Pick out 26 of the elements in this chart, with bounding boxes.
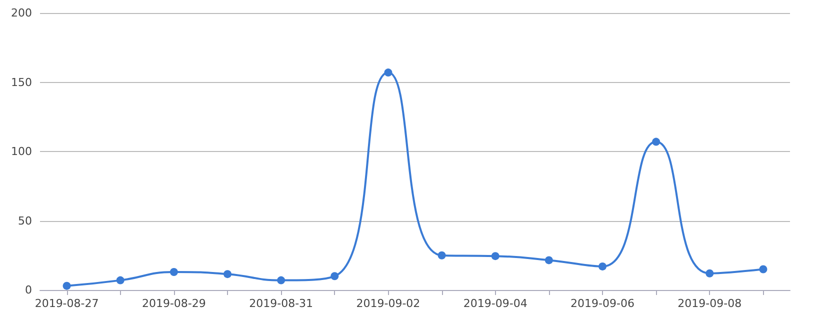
- point: [62, 282, 71, 290]
- point: [116, 276, 124, 284]
- y-tick-label: 50: [18, 214, 32, 228]
- x-tick-label: 2019-08-29: [142, 297, 206, 310]
- point: [544, 256, 553, 264]
- x-tick-label: 2019-08-27: [34, 297, 99, 310]
- x-tick-label: 2019-09-04: [463, 297, 528, 310]
- y-tick-label: 100: [11, 145, 32, 158]
- x-tick-label: 2019-09-06: [570, 297, 634, 310]
- point: [224, 270, 232, 278]
- y-tick-label: 150: [11, 76, 32, 89]
- y-tick-label: 200: [11, 6, 32, 20]
- point: [330, 272, 339, 280]
- y-tick-label: 0: [25, 284, 32, 296]
- point: [438, 251, 446, 260]
- x-tick-label: 2019-08-31: [249, 297, 314, 310]
- point: [491, 252, 500, 260]
- point: [652, 138, 660, 146]
- point: [706, 269, 714, 278]
- point: [277, 276, 286, 284]
- point: [384, 68, 392, 77]
- point: [759, 265, 768, 274]
- x-tick-label: 2019-09-08: [678, 297, 742, 310]
- point: [170, 268, 178, 276]
- point: [598, 262, 606, 270]
- x-tick-label: 2019-09-02: [356, 297, 420, 310]
